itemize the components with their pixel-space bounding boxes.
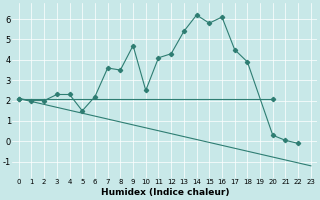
X-axis label: Humidex (Indice chaleur): Humidex (Indice chaleur) xyxy=(100,188,229,197)
